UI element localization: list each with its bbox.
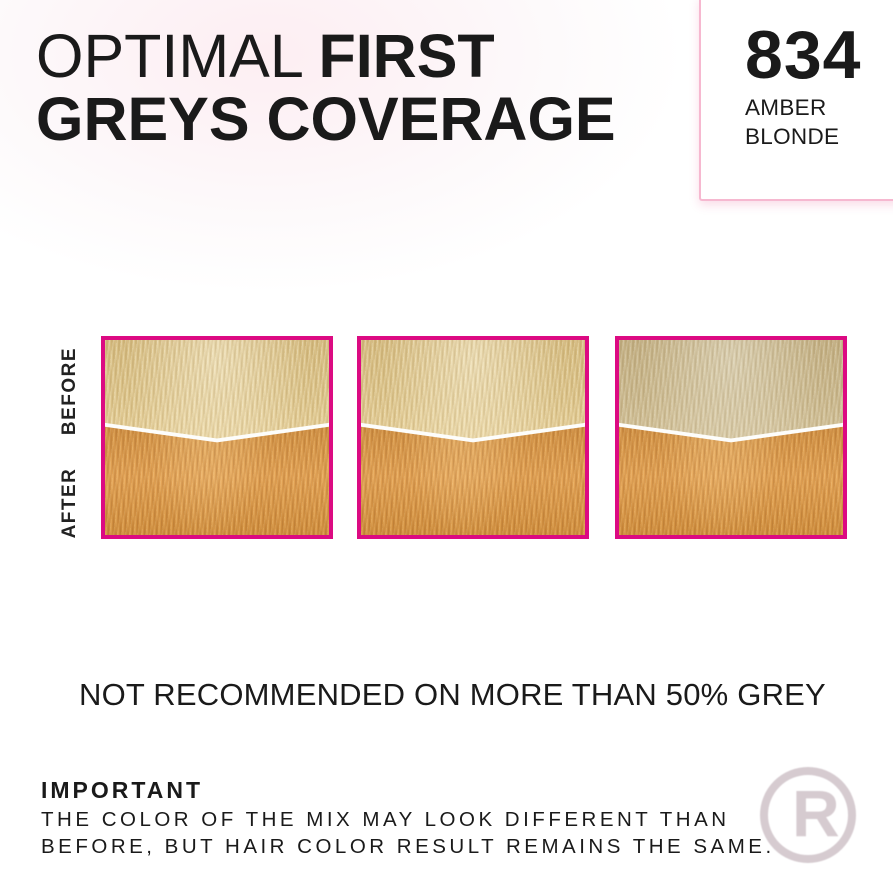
svg-text:R: R <box>792 776 840 850</box>
